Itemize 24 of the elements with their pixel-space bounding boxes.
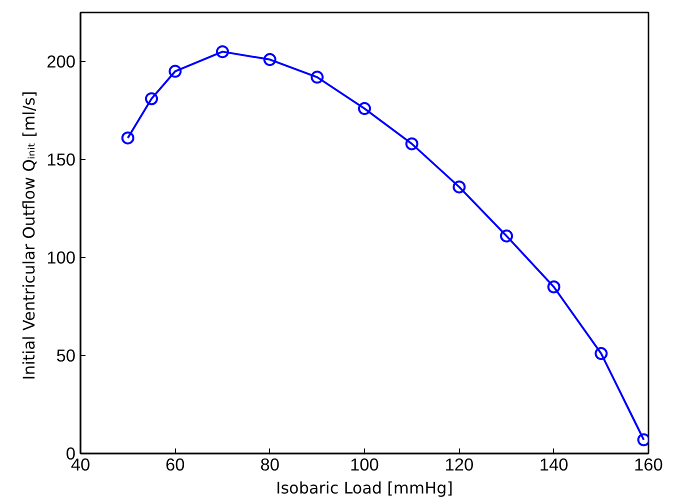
x-tick-label: 60 [166,454,185,474]
x-tick-label: 100 [350,454,379,474]
x-tick-label: 140 [539,454,568,474]
y-tick-label: 50 [56,346,76,366]
point [263,53,276,66]
y-tick-label: 200 [46,52,76,72]
x-tick-label: 120 [444,454,474,474]
x-tick-label: 80 [260,454,280,474]
point [405,137,418,150]
point [452,180,466,194]
point [168,64,182,78]
y-tick-label: 100 [46,248,76,268]
point [121,131,134,144]
point [594,347,608,360]
x-tick-label: 160 [634,454,663,474]
point [310,70,324,84]
x-axis-title: Isobaric Load [mmHg] [276,478,454,498]
point [500,229,513,242]
point [145,92,158,106]
point [358,102,371,116]
point [547,280,560,294]
y-tick-label: 150 [46,150,76,170]
y-axis-title: Initial Ventricular Outflow Qᵢₙᵢₜ [ml/s] [20,91,39,380]
point [216,45,229,58]
